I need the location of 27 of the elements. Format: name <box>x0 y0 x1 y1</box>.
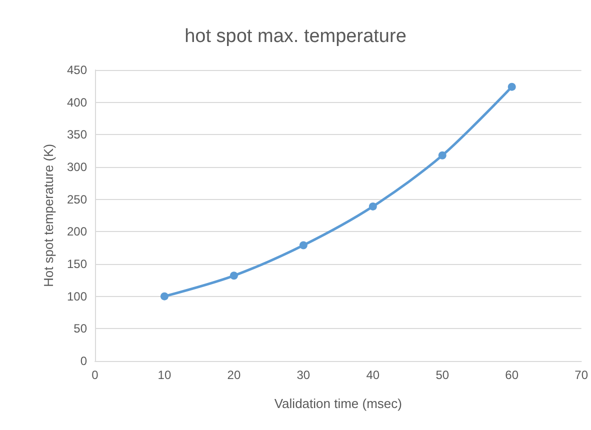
y-tick-label: 0 <box>80 354 88 368</box>
y-axis-title: Hot spot temperature (K) <box>41 144 56 288</box>
x-tick-label: 20 <box>227 368 241 382</box>
y-tick-label: 200 <box>66 224 88 239</box>
y-tick-label: 350 <box>66 128 88 142</box>
y-tick-label: 100 <box>66 289 88 304</box>
x-tick-label: 0 <box>92 368 99 382</box>
y-tick-label: 400 <box>66 95 88 110</box>
x-tick-label: 40 <box>366 368 380 382</box>
point <box>160 292 168 300</box>
y-tick-label: 300 <box>66 160 88 174</box>
x-tick-label: 30 <box>296 368 310 382</box>
x-tick-label: 60 <box>505 368 519 382</box>
x-tick-label: 10 <box>158 368 172 382</box>
y-tick-label: 250 <box>66 192 88 206</box>
point <box>299 241 308 250</box>
chart-title: hot spot max. temperature <box>184 26 406 47</box>
y-tick-label: 450 <box>66 63 88 77</box>
x-tick-label: 50 <box>436 368 450 382</box>
x-axis-title: Validation time (msec) <box>274 396 402 411</box>
x-tick-label: 70 <box>574 368 588 382</box>
point <box>368 202 377 210</box>
point <box>438 151 446 160</box>
point <box>230 272 238 280</box>
point <box>508 82 516 91</box>
y-tick-label: 150 <box>66 257 88 271</box>
y-tick-label: 50 <box>74 322 88 336</box>
